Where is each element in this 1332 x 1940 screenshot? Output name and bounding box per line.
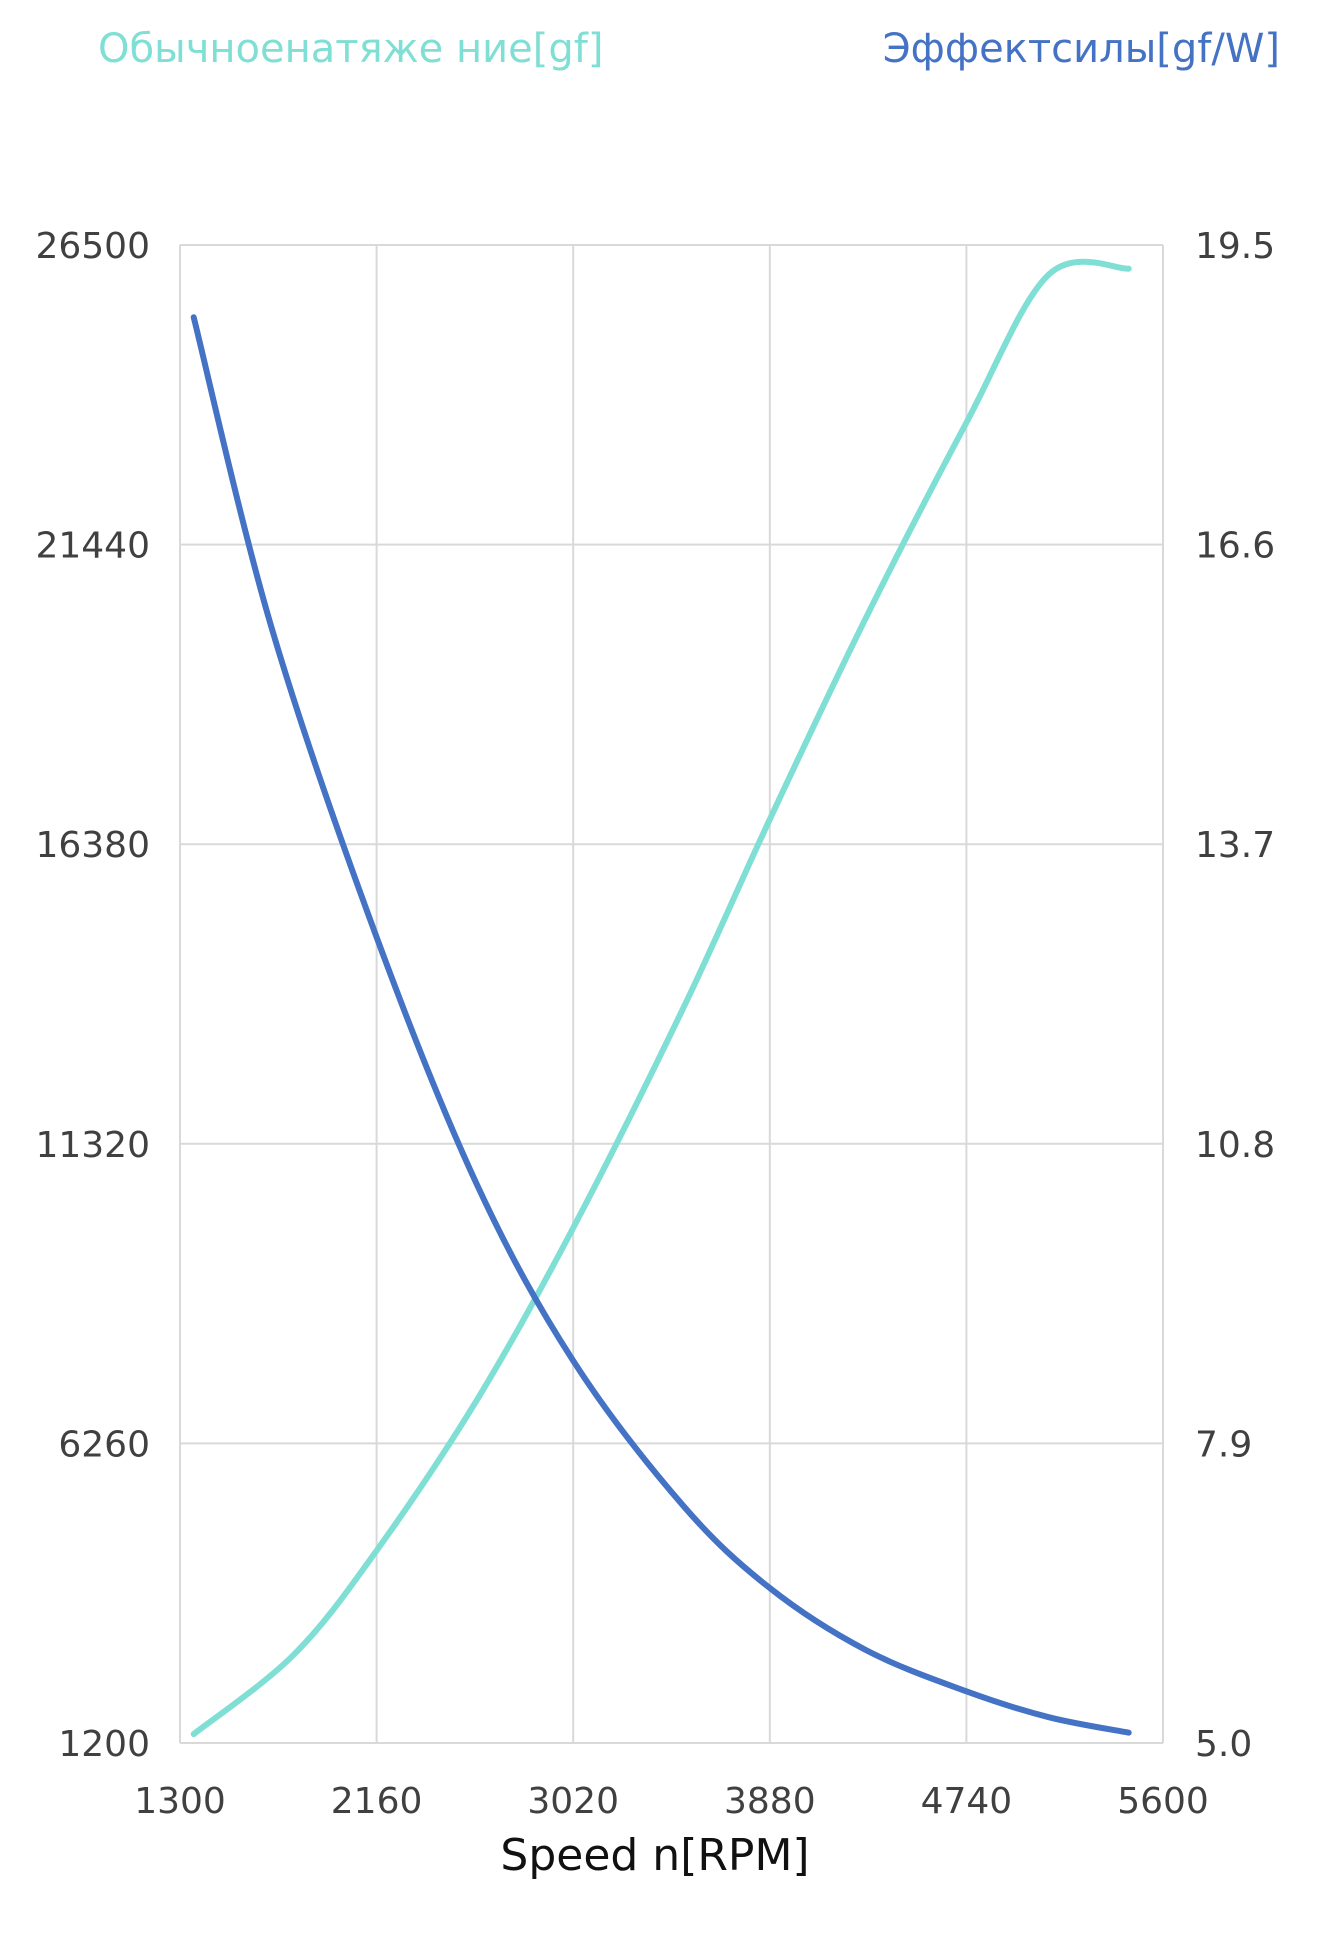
- y-right-tick-label: 7.9: [1195, 1424, 1252, 1465]
- y-right-tick-label: 10.8: [1195, 1125, 1275, 1166]
- y-right-tick-label: 16.6: [1195, 526, 1275, 567]
- y-left-tick-label: 11320: [35, 1125, 150, 1166]
- y-left-tick-label: 1200: [58, 1724, 150, 1765]
- y-left-tick-label: 16380: [35, 825, 150, 866]
- y-right-tick-label: 13.7: [1195, 825, 1275, 866]
- y-left-tick-label: 6260: [58, 1424, 150, 1465]
- x-tick-label: 3880: [724, 1781, 816, 1822]
- series-line-efficiency: [190, 314, 1132, 1736]
- y-right-tick-label: 5.0: [1195, 1724, 1252, 1765]
- x-tick-label: 3020: [527, 1781, 619, 1822]
- grid: [179, 244, 1164, 1744]
- x-tick-label: 2160: [331, 1781, 423, 1822]
- x-tick-label: 5600: [1117, 1781, 1209, 1822]
- y-right-tick-label: 19.5: [1195, 226, 1275, 267]
- x-tick-label: 4740: [921, 1781, 1013, 1822]
- legend-left-series: Обычноенатяже ние[gf]: [98, 26, 604, 72]
- x-tick-label: 1300: [134, 1781, 226, 1822]
- series-line-thrust: [190, 258, 1132, 1738]
- legend-right-series: Эффектсилы[gf/W]: [882, 26, 1280, 72]
- x-axis-title: Speed n[RPM]: [500, 1830, 809, 1881]
- tick-labels: 26500 19.5 21440 16.6 16380 13.7 11320 10.8 6260…: [35, 226, 1275, 1822]
- y-left-tick-label: 26500: [35, 226, 150, 267]
- y-left-tick-label: 21440: [35, 526, 150, 567]
- series-lines: [190, 258, 1132, 1738]
